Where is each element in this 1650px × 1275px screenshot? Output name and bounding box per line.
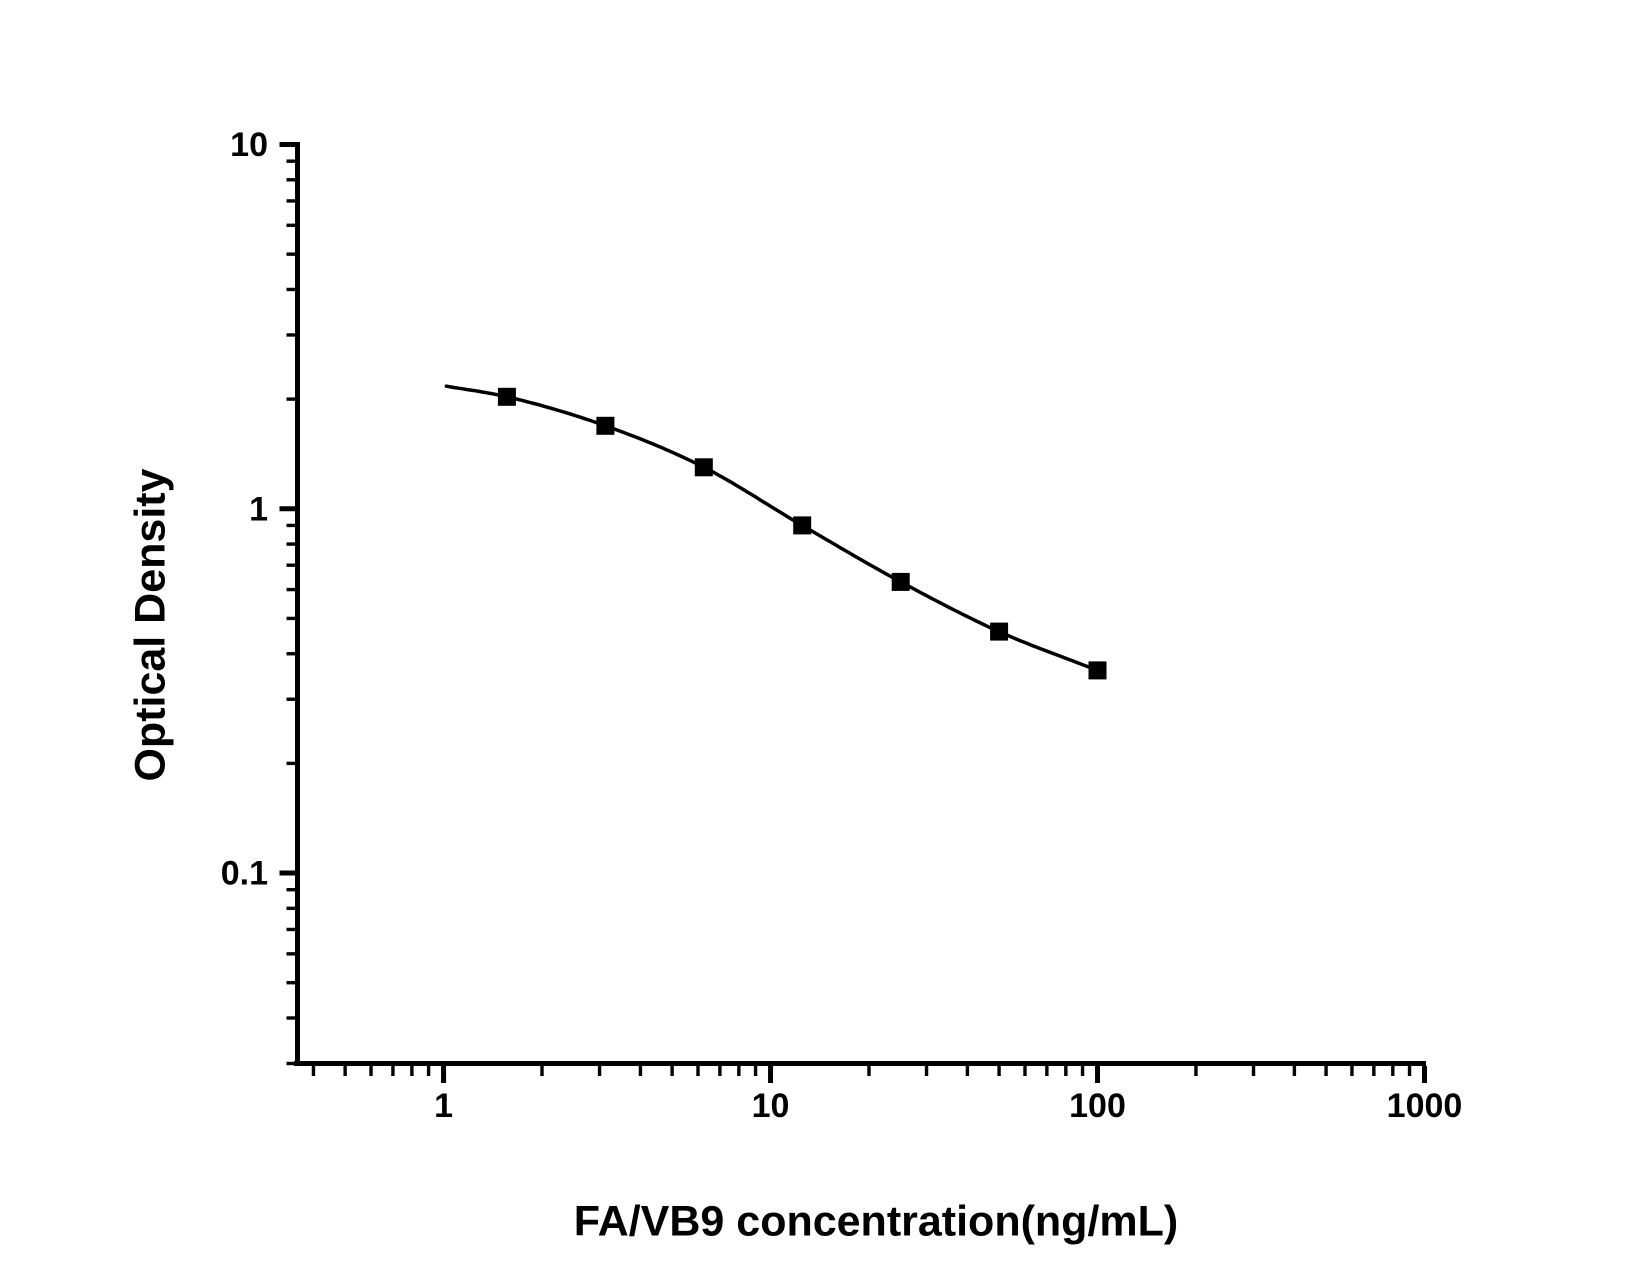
y-tick-label: 0.1 <box>221 855 268 893</box>
x-tick-label: 1000 <box>1387 1087 1463 1125</box>
data-point-marker <box>694 458 713 477</box>
y-tick-label: 10 <box>230 126 268 164</box>
data-point-marker <box>1088 661 1107 680</box>
y-axis-title: Optical Density <box>126 468 175 782</box>
data-point-marker <box>891 572 910 591</box>
data-point-marker <box>793 516 812 535</box>
data-point-marker <box>596 416 615 435</box>
data-point-marker <box>497 387 516 406</box>
fit-curve-line <box>444 384 1100 673</box>
x-axis-title: FA/VB9 concentration(ng/mL) <box>573 1197 1179 1246</box>
data-point-marker <box>990 622 1009 641</box>
x-tick-label: 100 <box>1069 1087 1126 1125</box>
x-tick-label: 10 <box>752 1087 790 1125</box>
x-tick-label: 1 <box>434 1087 453 1125</box>
y-tick-label: 1 <box>249 490 268 528</box>
